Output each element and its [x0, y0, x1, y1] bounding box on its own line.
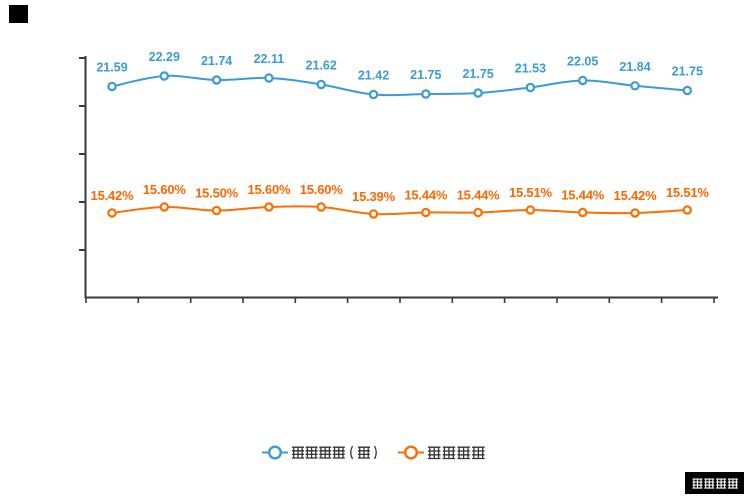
- svg-text:21.84: 21.84: [619, 60, 650, 74]
- svg-text:21.53: 21.53: [515, 62, 546, 76]
- svg-text:15.50%: 15.50%: [195, 186, 239, 201]
- svg-text:15.42%: 15.42%: [614, 188, 658, 203]
- svg-text:21.74: 21.74: [201, 54, 232, 68]
- svg-text:15.44%: 15.44%: [561, 188, 605, 203]
- svg-text:15.60%: 15.60%: [247, 182, 291, 197]
- svg-text:15.44%: 15.44%: [457, 188, 501, 203]
- svg-text:21.75: 21.75: [462, 67, 493, 81]
- svg-text:22.11: 22.11: [254, 52, 285, 66]
- svg-text:22.29: 22.29: [149, 50, 180, 64]
- svg-text:21.62: 21.62: [306, 59, 337, 73]
- svg-text:15.51%: 15.51%: [509, 185, 553, 200]
- svg-text:15.42%: 15.42%: [91, 188, 135, 203]
- svg-text:15.51%: 15.51%: [666, 185, 710, 200]
- svg-text:21.75: 21.75: [672, 65, 703, 79]
- svg-text:15.60%: 15.60%: [143, 182, 187, 197]
- svg-text:15.44%: 15.44%: [404, 188, 448, 203]
- svg-text:15.39%: 15.39%: [352, 189, 396, 204]
- svg-text:21.59: 21.59: [96, 61, 127, 75]
- svg-text:21.75: 21.75: [410, 68, 441, 82]
- svg-text:21.42: 21.42: [358, 69, 389, 83]
- svg-text:22.05: 22.05: [567, 55, 598, 69]
- svg-text:15.60%: 15.60%: [300, 182, 344, 197]
